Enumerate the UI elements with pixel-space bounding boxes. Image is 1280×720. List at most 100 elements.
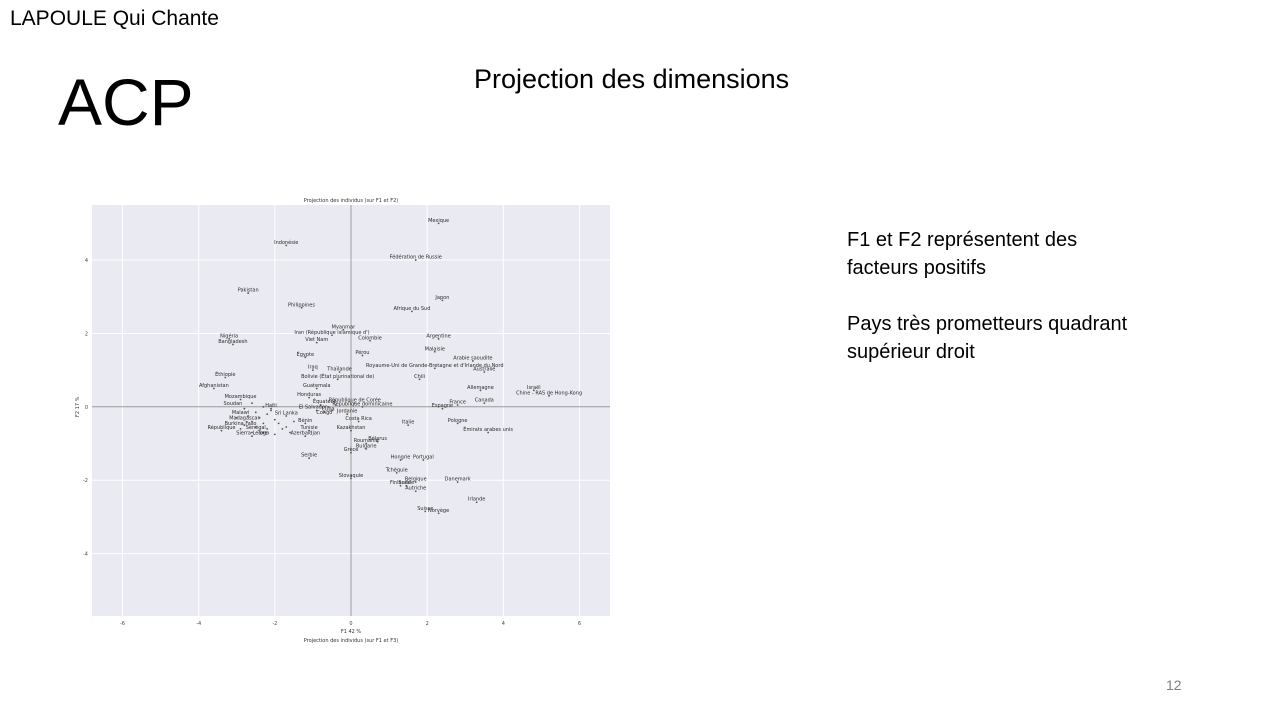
data-point-label: Chine - RAS de Hong-Kong — [516, 390, 582, 396]
data-point — [315, 341, 318, 344]
data-point — [357, 420, 360, 423]
data-point-label: Hongrie — [391, 455, 411, 461]
data-point — [456, 404, 459, 406]
data-point — [285, 244, 288, 247]
data-point-label: Bénin — [298, 417, 312, 424]
data-point — [239, 398, 242, 401]
cluster-point — [327, 405, 330, 408]
data-point — [304, 435, 307, 438]
data-point — [220, 429, 223, 432]
data-point-label: Thaïlande — [326, 366, 352, 372]
y-tick-label: 2 — [85, 331, 88, 337]
data-point — [312, 369, 314, 372]
data-point-label: Bangladesh — [218, 339, 247, 345]
data-point — [456, 481, 459, 483]
data-point-label: Bélarus — [368, 435, 387, 442]
data-point-label: Tchéquie — [385, 466, 408, 473]
y-axis-label: F2 17 % — [75, 396, 81, 417]
cluster-point — [251, 431, 253, 434]
x-tick-label: 6 — [578, 621, 581, 627]
cluster-point — [277, 422, 280, 425]
data-point — [414, 490, 417, 493]
cluster-point — [262, 422, 265, 425]
cluster-point — [292, 420, 295, 423]
data-point — [441, 299, 444, 302]
data-point — [483, 371, 486, 373]
data-point — [411, 310, 413, 313]
data-point-label: Fédération de Russie — [390, 254, 442, 261]
data-point-label: Serbie — [301, 453, 317, 459]
data-point — [548, 394, 550, 397]
cluster-point — [235, 416, 238, 419]
cluster-point — [315, 409, 318, 412]
data-point-label: Mozambique — [225, 394, 257, 400]
data-point — [418, 378, 421, 381]
data-point-label: Pérou — [355, 349, 369, 356]
data-point-label: Autriche — [405, 486, 426, 492]
data-point-label: Azerbaïdjan — [290, 431, 320, 437]
cluster-point-label: Cuba — [322, 407, 335, 413]
data-point-label: Colombie — [358, 335, 382, 341]
x-tick-label: -2 — [272, 621, 277, 627]
data-point — [361, 354, 364, 357]
data-point-label: Guatemala — [303, 383, 331, 389]
cluster-point-label: Madagascar — [229, 416, 260, 422]
cluster-point-label: Soudan — [224, 401, 243, 407]
data-point — [365, 448, 368, 450]
cluster-point — [281, 427, 284, 430]
data-point — [414, 259, 417, 261]
data-point-label: Nigéria — [220, 332, 238, 339]
data-point-label: Espagne — [432, 403, 453, 409]
data-point-label: Belgique — [405, 477, 427, 483]
data-point-label: Philippines — [288, 302, 315, 308]
data-point — [228, 338, 231, 340]
data-point-label: Mexique — [428, 218, 449, 224]
data-point — [350, 451, 352, 454]
data-point-label: Canada — [475, 398, 494, 404]
data-point — [532, 389, 535, 392]
data-point-label: Pologne — [448, 418, 468, 424]
data-point — [424, 510, 427, 513]
data-point — [361, 405, 364, 408]
data-point — [350, 477, 352, 480]
pca-scatter-chart: -6 -4 -2 0 2 4 6 -4 -2 0 2 4 Projection des individu… — [75, 198, 610, 644]
data-point-label: Allemagne — [467, 385, 494, 391]
data-point-label: Slovaquie — [339, 473, 363, 479]
data-point-label: Indonésie — [274, 239, 298, 246]
data-point — [483, 402, 486, 405]
data-point-label: France — [449, 399, 466, 405]
cluster-point — [239, 427, 242, 430]
data-point-label: République — [207, 424, 235, 431]
x-tick-label: -4 — [196, 621, 201, 627]
cluster-point — [266, 427, 269, 430]
cluster-point-label: Sénégal — [246, 424, 266, 431]
cluster-point — [262, 405, 265, 408]
data-point — [437, 222, 440, 225]
data-point-label: Jordanie — [336, 409, 357, 415]
y-tick-label: -4 — [83, 552, 88, 558]
data-point — [270, 407, 272, 410]
cluster-point — [270, 409, 272, 412]
data-point — [422, 459, 425, 461]
cluster-point — [254, 426, 257, 428]
data-point-label: Irlande — [468, 497, 485, 503]
data-point — [441, 407, 444, 410]
data-point-label: Malaisie — [425, 346, 445, 352]
data-point — [433, 350, 436, 353]
cluster-point — [289, 431, 291, 434]
data-point-label: Bulgarie — [356, 444, 377, 450]
x-tick-label: 0 — [349, 621, 352, 627]
cluster-point — [323, 411, 326, 414]
cluster-point — [243, 424, 246, 427]
notes-panel: F1 et F2 représentent des facteurs posit… — [847, 226, 1147, 394]
cluster-point — [254, 411, 257, 414]
x-tick-label: 4 — [502, 621, 505, 627]
data-point-label: Viet Nam — [305, 337, 328, 343]
data-point-label: Roumanie — [354, 438, 379, 444]
data-point — [399, 459, 402, 461]
data-point-label: Japon — [434, 295, 449, 301]
data-point-label: Iraq — [308, 365, 318, 371]
note-promising: Pays très prometteurs quadrant supérieur… — [847, 313, 1128, 363]
data-point-label: République dominicaine — [332, 400, 392, 407]
cluster-point-label: El Salvador — [299, 405, 328, 411]
